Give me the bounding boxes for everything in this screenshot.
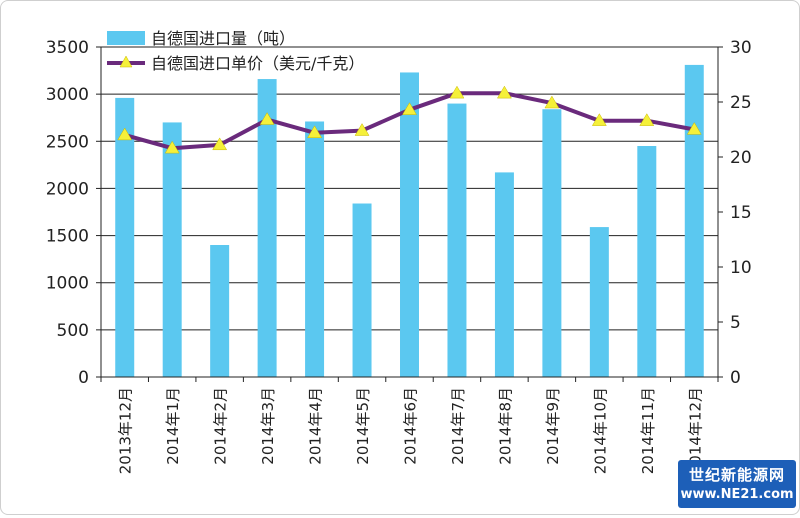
bar-series [115, 64, 704, 378]
bar [210, 245, 230, 377]
y-left-tick-label: 1500 [46, 227, 89, 247]
watermark-title: 世纪新能源网 [688, 466, 785, 484]
y-axis-left: 0 500 1000 1500 2000 2500 3000 3500 [46, 38, 101, 388]
line-point [639, 113, 655, 126]
legend: 自德国进口量（吨） 自德国进口单价（美元/千克） [107, 29, 364, 73]
x-tick-label: 2014年1月 [164, 387, 182, 465]
y-axis-right: 0 5 10 15 20 25 30 [718, 38, 752, 388]
y-right-tick-label: 30 [730, 38, 752, 58]
line-point [354, 123, 370, 136]
legend-swatch-marker [119, 55, 133, 68]
line-point [164, 140, 180, 154]
x-axis-labels: 2013年12月 2014年1月 2014年2月 2014年3月 2014年4月 2014… [117, 387, 705, 474]
bar [162, 122, 182, 377]
x-tick-label: 2014年4月 [307, 387, 325, 465]
bar [352, 203, 372, 377]
x-tick-label: 2014年11月 [639, 387, 657, 474]
bar [684, 64, 704, 377]
y-left-tick-label: 2000 [46, 179, 89, 199]
line-point [212, 137, 228, 151]
legend-swatch-bar [107, 31, 145, 45]
x-tick-label: 2014年3月 [259, 387, 277, 465]
bar [542, 109, 562, 377]
y-right-tick-label: 5 [730, 313, 741, 333]
watermark-url: www.NE21.com [680, 487, 794, 502]
x-tick-label: 2014年9月 [544, 387, 562, 465]
x-tick-label: 2014年5月 [354, 387, 372, 465]
line-point [544, 95, 560, 109]
y-left-tick-label: 3000 [46, 85, 89, 105]
x-tick-label: 2014年7月 [449, 387, 467, 465]
y-right-tick-label: 15 [730, 203, 752, 223]
x-tick-label: 2013年12月 [117, 387, 135, 474]
x-tick-label: 2014年12月 [686, 387, 704, 474]
x-tick-label: 2014年6月 [402, 387, 420, 465]
site-watermark: 世纪新能源网 www.NE21.com [678, 460, 796, 508]
y-left-tick-label: 500 [57, 321, 89, 341]
y-left-tick-label: 0 [78, 368, 89, 388]
y-right-tick-label: 10 [730, 258, 752, 278]
bar [305, 121, 325, 377]
line-point [402, 102, 417, 115]
x-tick-label: 2014年2月 [212, 387, 230, 465]
y-right-tick-label: 20 [730, 148, 752, 168]
line-point [259, 112, 275, 125]
line-point [686, 122, 702, 135]
bar [494, 172, 514, 377]
legend-label-line: 自德国进口单价（美元/千克） [151, 54, 364, 73]
bar [115, 97, 135, 378]
bar [400, 72, 419, 377]
line-point [496, 85, 512, 99]
bar [637, 146, 657, 377]
y-left-tick-label: 3500 [46, 38, 89, 58]
y-right-tick-label: 0 [730, 368, 741, 388]
line-point [449, 85, 465, 99]
line-point [307, 125, 323, 138]
x-tick-label: 2014年10月 [591, 387, 609, 474]
legend-label-bar: 自德国进口量（吨） [151, 29, 295, 48]
line-series [117, 85, 702, 154]
y-left-tick-label: 2500 [46, 132, 89, 152]
bar [257, 79, 277, 378]
x-tick-label: 2014年8月 [496, 387, 514, 465]
line-point [117, 127, 133, 141]
y-right-tick-label: 25 [730, 93, 752, 113]
line-point [591, 113, 607, 126]
bar [589, 227, 609, 377]
y-left-tick-label: 1000 [46, 274, 89, 294]
bar [447, 103, 467, 378]
